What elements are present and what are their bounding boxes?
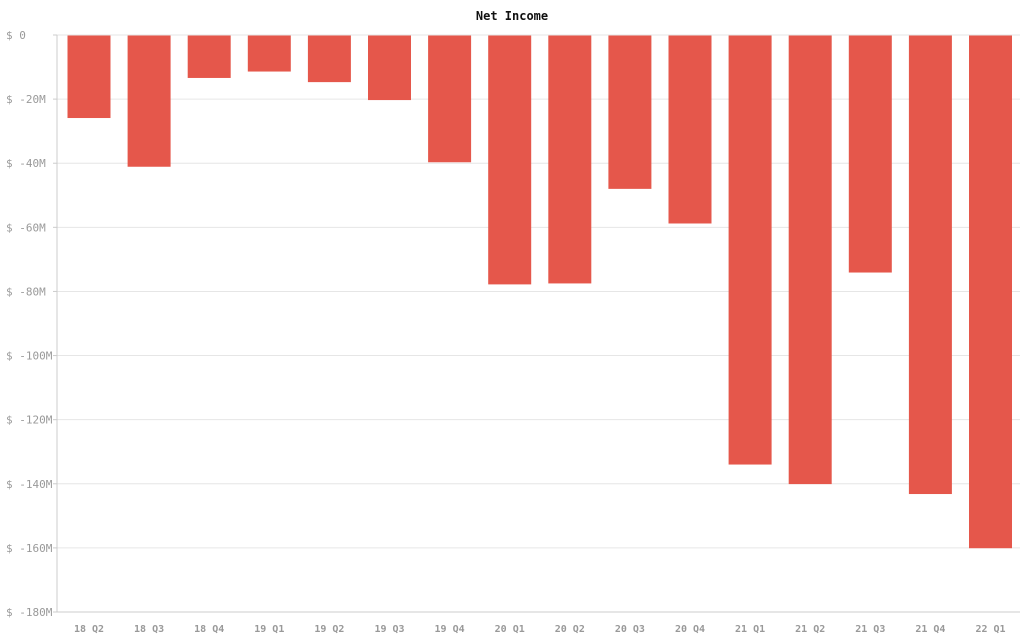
x-tick-label: 21 Q4 (915, 624, 945, 635)
x-tick-label: 20 Q4 (675, 624, 705, 635)
y-tick-label: $ -40M (6, 157, 46, 170)
bar (488, 35, 532, 285)
y-tick-label: $ -120M (6, 414, 53, 427)
chart-title: Net Income (475, 9, 549, 23)
x-tick-label: 19 Q2 (314, 624, 344, 635)
x-tick-label: 20 Q2 (555, 624, 585, 635)
bar (969, 35, 1012, 549)
x-tick-label: 18 Q3 (134, 624, 164, 635)
x-tick-label: 22 Q1 (975, 624, 1005, 635)
bar (368, 35, 411, 101)
x-tick-label: 19 Q1 (254, 624, 284, 635)
bar (247, 35, 291, 72)
y-tick-label: $ -180M (6, 606, 53, 619)
bar (668, 35, 712, 224)
y-tick-label: $ -60M (6, 221, 46, 234)
x-tick-label: 18 Q2 (74, 624, 104, 635)
x-tick-label: 20 Q1 (495, 624, 525, 635)
bar (67, 35, 111, 119)
bar (307, 35, 351, 83)
y-tick-label: $ 0 (6, 29, 26, 42)
x-tick-label: 18 Q4 (194, 624, 224, 635)
bar (788, 35, 832, 485)
x-tick-label: 19 Q4 (435, 624, 465, 635)
y-tick-label: $ -20M (6, 93, 46, 106)
bar (908, 35, 952, 495)
y-tick-label: $ -160M (6, 542, 53, 555)
bar (548, 35, 592, 284)
x-tick-label: 19 Q3 (374, 624, 404, 635)
x-tick-label: 20 Q3 (615, 624, 645, 635)
bar (187, 35, 231, 78)
bar (608, 35, 652, 189)
bar (127, 35, 171, 167)
y-tick-label: $ -100M (6, 350, 53, 363)
bar (848, 35, 892, 273)
x-tick-label: 21 Q1 (735, 624, 765, 635)
y-tick-label: $ -80M (6, 285, 46, 298)
y-tick-label: $ -140M (6, 478, 53, 491)
bar (428, 35, 472, 163)
bar (728, 35, 772, 465)
x-tick-label: 21 Q3 (855, 624, 885, 635)
x-tick-label: 21 Q2 (795, 624, 825, 635)
